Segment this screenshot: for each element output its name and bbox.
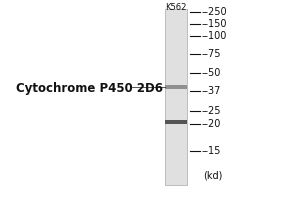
Bar	[165, 85, 187, 89]
Text: K562: K562	[165, 3, 187, 12]
Text: --100: --100	[201, 31, 226, 41]
Bar	[165, 120, 187, 124]
Text: --25: --25	[201, 106, 221, 116]
Text: --20: --20	[201, 119, 220, 129]
Text: Cytochrome P450 2D6: Cytochrome P450 2D6	[16, 82, 163, 95]
Text: --37: --37	[201, 86, 220, 96]
Text: --75: --75	[201, 49, 221, 59]
Bar	[165, 9, 187, 185]
Text: --50: --50	[201, 68, 220, 78]
Text: (kd): (kd)	[203, 171, 223, 181]
Text: --250: --250	[201, 7, 227, 17]
Text: --15: --15	[201, 146, 220, 156]
Text: --150: --150	[201, 19, 227, 29]
